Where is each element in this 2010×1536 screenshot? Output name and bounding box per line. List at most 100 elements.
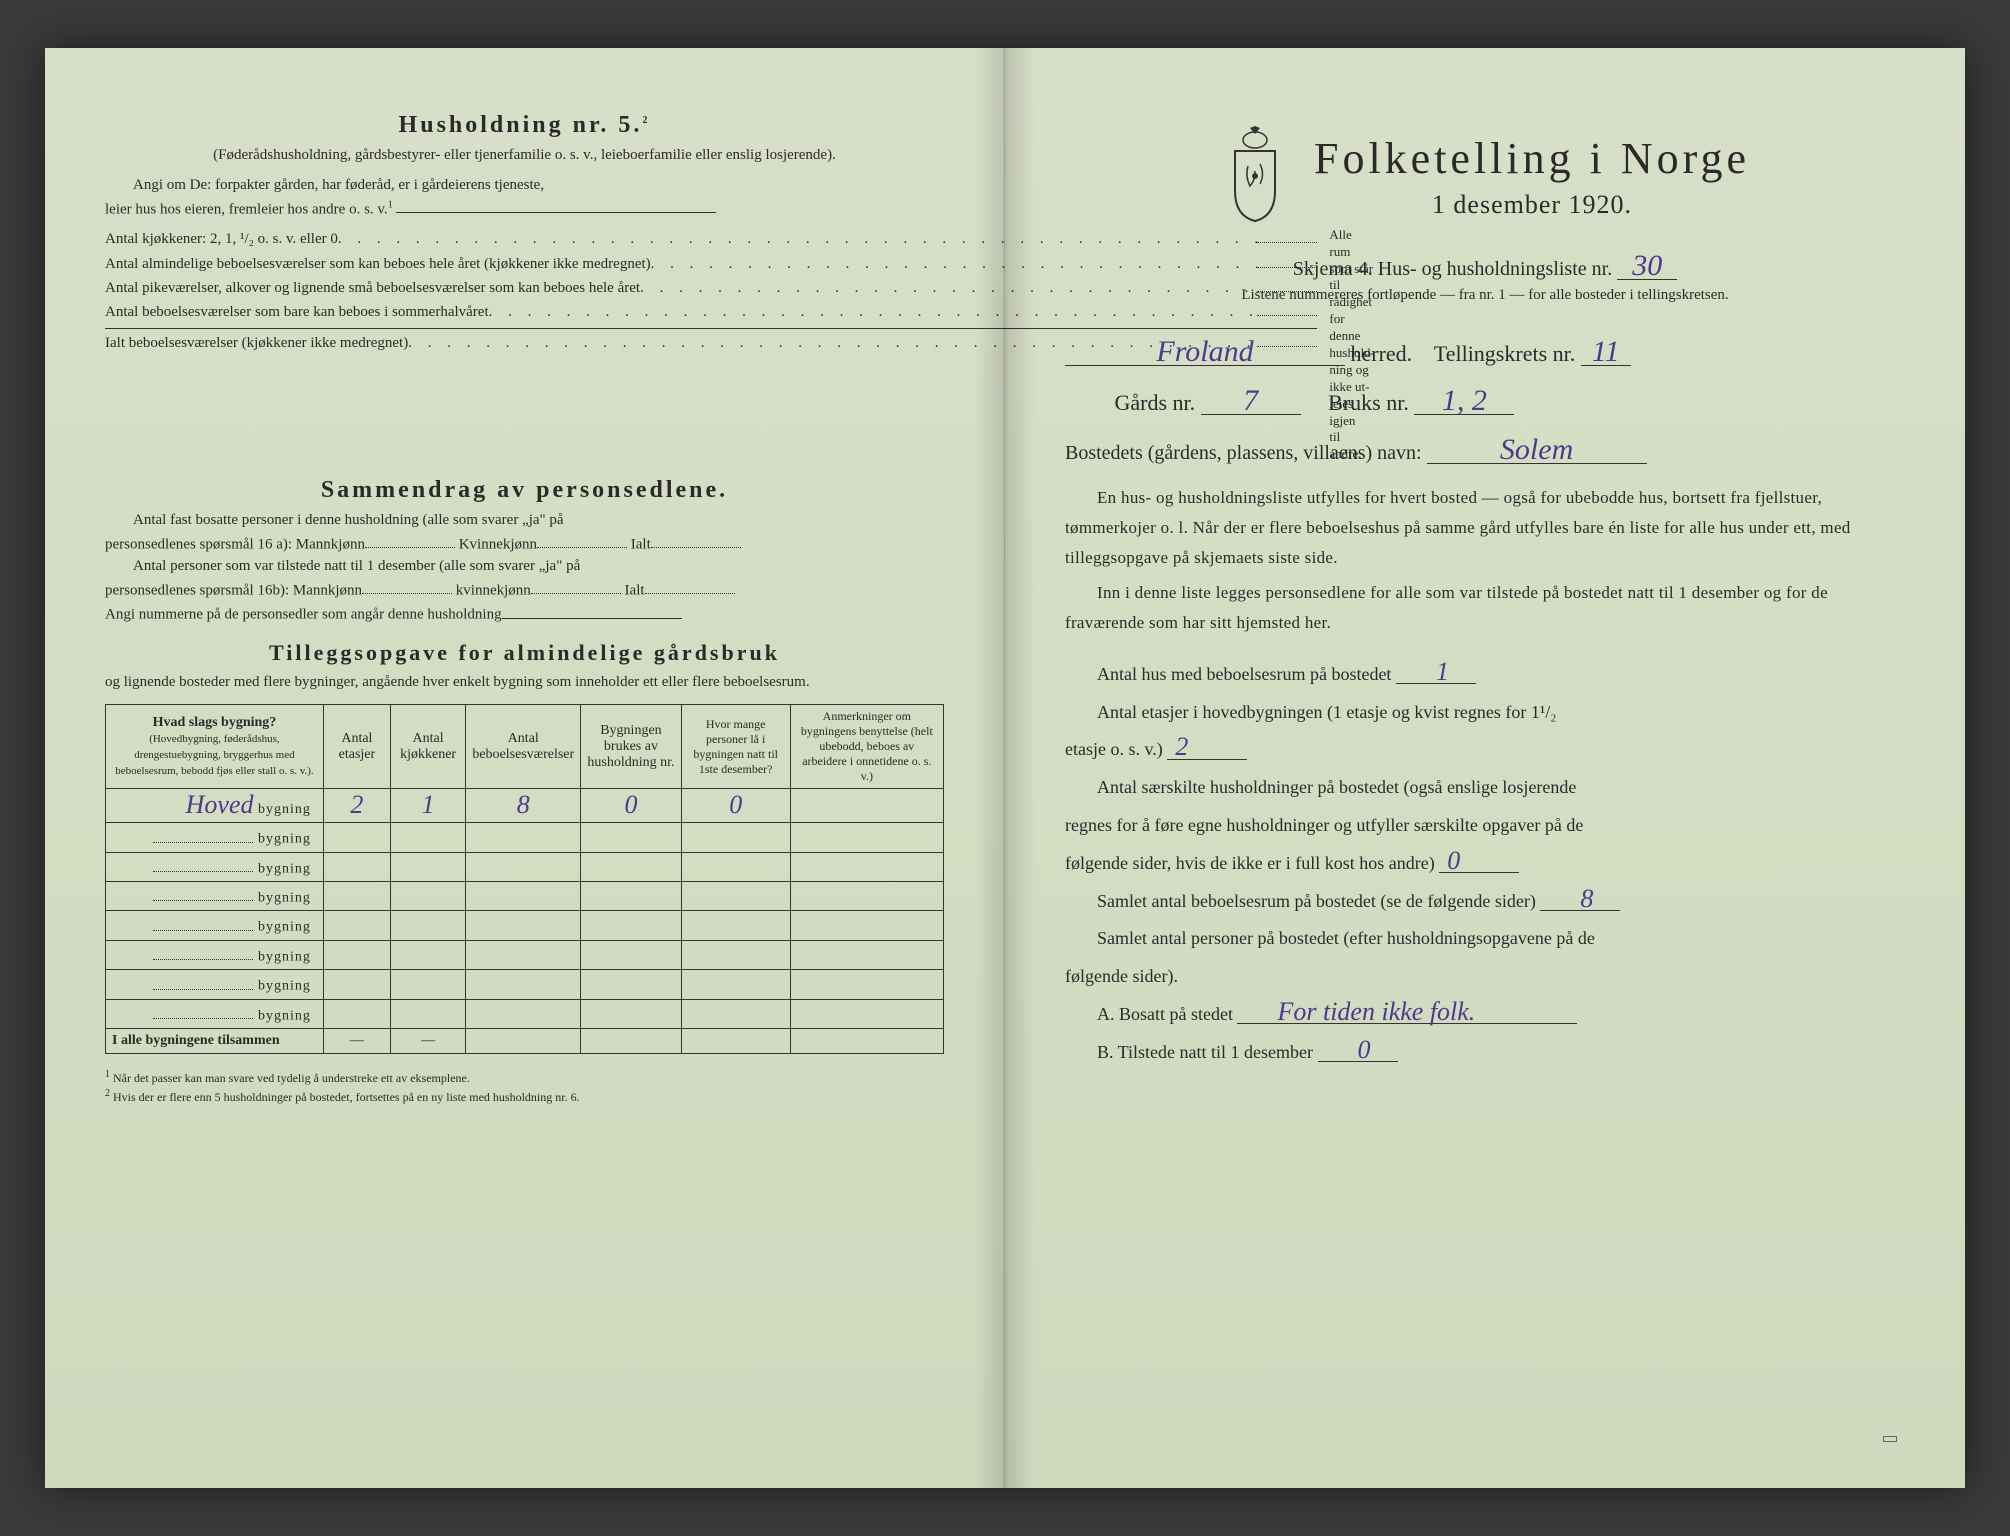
row3-text: Ialt beboelsesværelser (kjøkkener ikke m…: [105, 333, 408, 355]
q4-val: 8: [1540, 887, 1620, 911]
th3: Antal beboelsesværelser: [466, 705, 581, 789]
th0-sub: (Hovedbygning, føderådshus, drengestueby…: [115, 733, 313, 777]
sub-note: (Føderådshusholdning, gårdsbestyrer- ell…: [105, 145, 944, 167]
cell: [681, 970, 790, 999]
cell: [681, 940, 790, 969]
s3-line: Angi nummerne på de personsedler som ang…: [105, 602, 944, 626]
heading-sup: 2: [642, 115, 650, 126]
cell-handwritten: 2: [350, 793, 363, 816]
cell: [390, 970, 465, 999]
table-row: bygning: [106, 911, 944, 940]
bygning-label: bygning: [253, 979, 310, 994]
kj-line: Antal kjøkkener: 2, 1, ¹/₂ o. s. v. elle…: [105, 229, 338, 251]
table-total-row: I alle bygningene tilsammen — —: [106, 1028, 944, 1053]
cell: [466, 999, 581, 1028]
qA-val: For tiden ikke folk.: [1237, 1000, 1577, 1024]
blank: [153, 857, 253, 872]
cell: [390, 852, 465, 881]
table-row: bygning: [106, 823, 944, 852]
blank: [153, 1004, 253, 1019]
row0-text: Antal almindelige beboelsesværelser som …: [105, 254, 651, 276]
cell: [323, 882, 390, 911]
bosted-line: Bostedets (gårdens, plassens, villaens) …: [1065, 436, 1905, 465]
fn1-text: Når det passer kan man svare ved tydelig…: [113, 1071, 470, 1085]
cell: [581, 940, 682, 969]
table-head: Hvad slags bygning? (Hovedbygning, føder…: [106, 705, 944, 789]
s2b-line: personsedlenes spørsmål 16b): Mannkjønn …: [105, 578, 944, 602]
skjema-line: Skjema 4. Hus- og husholdningsliste nr. …: [1065, 252, 1905, 281]
bygning-cell: bygning: [106, 823, 324, 852]
th6: Anmerkninger om bygningens benyttelse (h…: [790, 705, 943, 789]
th0-main: Hvad slags bygning?: [153, 715, 277, 730]
cell: 8: [466, 789, 581, 823]
blank: [153, 827, 253, 842]
table-body: Hoved bygning 2 1 8 0 0 bygning bygning bygni…: [106, 789, 944, 1029]
q4-line: Samlet antal beboelsesrum på bostedet (s…: [1065, 883, 1905, 921]
gard-val: 7: [1201, 387, 1301, 415]
table-row: bygning: [106, 940, 944, 969]
para1: En hus- og husholdningsliste utfylles fo…: [1065, 483, 1905, 572]
cell: [466, 940, 581, 969]
herred-lbl: herred.: [1351, 341, 1413, 366]
telling-lbl: Tellingskrets nr.: [1434, 341, 1575, 366]
cell: [323, 940, 390, 969]
row2-text: Antal beboelsesværelser som bare kan beb…: [105, 302, 489, 324]
telling-val: 11: [1581, 338, 1631, 366]
tv2: [466, 1028, 581, 1053]
s1a: Antal fast bosatte personer i denne hush…: [105, 510, 944, 532]
bygning-cell: bygning: [106, 882, 324, 911]
census-title: Folketelling i Norge: [1314, 133, 1750, 184]
para1b: leier hus hos eieren, fremleier hos andr…: [105, 201, 388, 217]
q1-val: 1: [1396, 660, 1476, 684]
q3a-line: Antal særskilte husholdninger på bostede…: [1065, 769, 1905, 807]
bygning-cell: Hoved bygning: [106, 789, 324, 823]
cell: [390, 823, 465, 852]
table-row: bygning: [106, 852, 944, 881]
q3c-line: følgende sider, hvis de ikke er i full k…: [1065, 845, 1905, 883]
s1c: Kvinnekjønn: [459, 536, 537, 552]
q2b-lbl: etasje o. s. v.): [1065, 739, 1163, 759]
bygning-label: bygning: [253, 949, 310, 964]
cell: [390, 999, 465, 1028]
cell: [323, 852, 390, 881]
bygning-label: bygning: [253, 1008, 310, 1023]
s3: Angi nummerne på de personsedler som ang…: [105, 607, 502, 623]
blank: [362, 578, 452, 595]
para2-text: Inn i denne liste legges personsedlene f…: [1065, 578, 1905, 638]
cell: 1: [390, 789, 465, 823]
bruk-val: 1, 2: [1414, 387, 1514, 415]
cell-handwritten: 8: [517, 793, 530, 816]
th1: Antal etasjer: [323, 705, 390, 789]
cell: [466, 970, 581, 999]
tv1: —: [390, 1028, 465, 1053]
cell: [390, 911, 465, 940]
herred-val: Froland: [1065, 338, 1345, 366]
title-row: Folketelling i Norge 1 desember 1920.: [1065, 126, 1905, 226]
brace-block: Antal kjøkkener: 2, 1, ¹/₂ o. s. v. elle…: [105, 227, 944, 463]
cell: [681, 823, 790, 852]
bosted-val: Solem: [1427, 436, 1647, 464]
bygning-label: bygning: [253, 861, 310, 876]
blank: [537, 532, 627, 549]
cell: [790, 911, 943, 940]
blank: [365, 532, 455, 549]
cell: [681, 999, 790, 1028]
table-header-row: Hvad slags bygning? (Hovedbygning, føder…: [106, 705, 944, 789]
bygning-label: bygning: [253, 920, 310, 935]
tv4: [681, 1028, 790, 1053]
cell-handwritten: 0: [624, 793, 637, 816]
cell: [466, 852, 581, 881]
th2: Antal kjøkkener: [390, 705, 465, 789]
para1b-line: leier hus hos eieren, fremleier hos andr…: [105, 197, 944, 221]
cell: [323, 999, 390, 1028]
blank: [651, 532, 741, 549]
bygning-handwritten: Hoved: [186, 793, 254, 816]
cell-handwritten: 0: [729, 793, 742, 816]
right-page: Folketelling i Norge 1 desember 1920. Sk…: [1005, 48, 1965, 1488]
s1d: Ialt: [631, 536, 651, 552]
cell: [581, 852, 682, 881]
qB-lbl: B. Tilstede natt til 1 desember: [1097, 1042, 1313, 1062]
s1b: personsedlenes spørsmål 16 a): Mannkjønn: [105, 536, 365, 552]
heading-tillegg: Tilleggsopgave for almindelige gårdsbruk: [105, 640, 944, 666]
bruk-lbl: Bruks nr.: [1328, 390, 1409, 415]
